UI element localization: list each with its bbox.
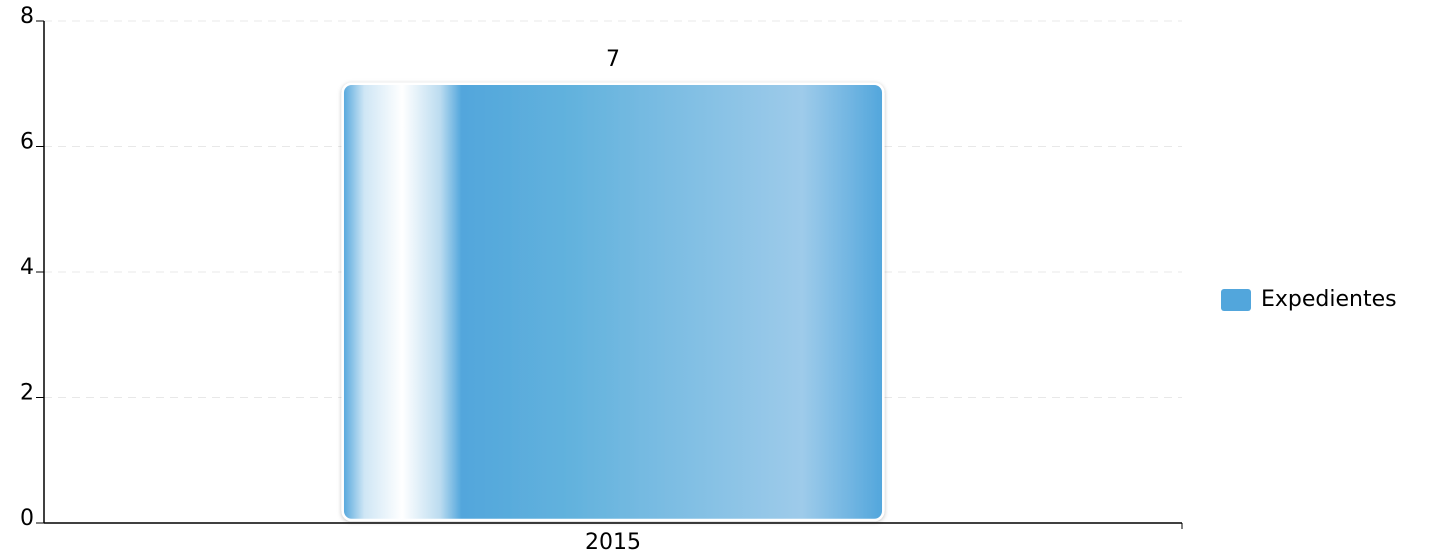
x-tick-label: 2015 [585, 530, 641, 555]
legend-swatch [1221, 289, 1251, 311]
y-tick-label: 0 [20, 506, 34, 531]
data-label: 7 [606, 47, 620, 72]
y-tick-label: 8 [20, 4, 34, 29]
legend-label: Expedientes [1261, 287, 1397, 312]
y-tick-label: 4 [20, 255, 34, 280]
bar [341, 82, 885, 522]
y-tick-label: 6 [20, 130, 34, 155]
y-tick-label: 2 [20, 381, 34, 406]
